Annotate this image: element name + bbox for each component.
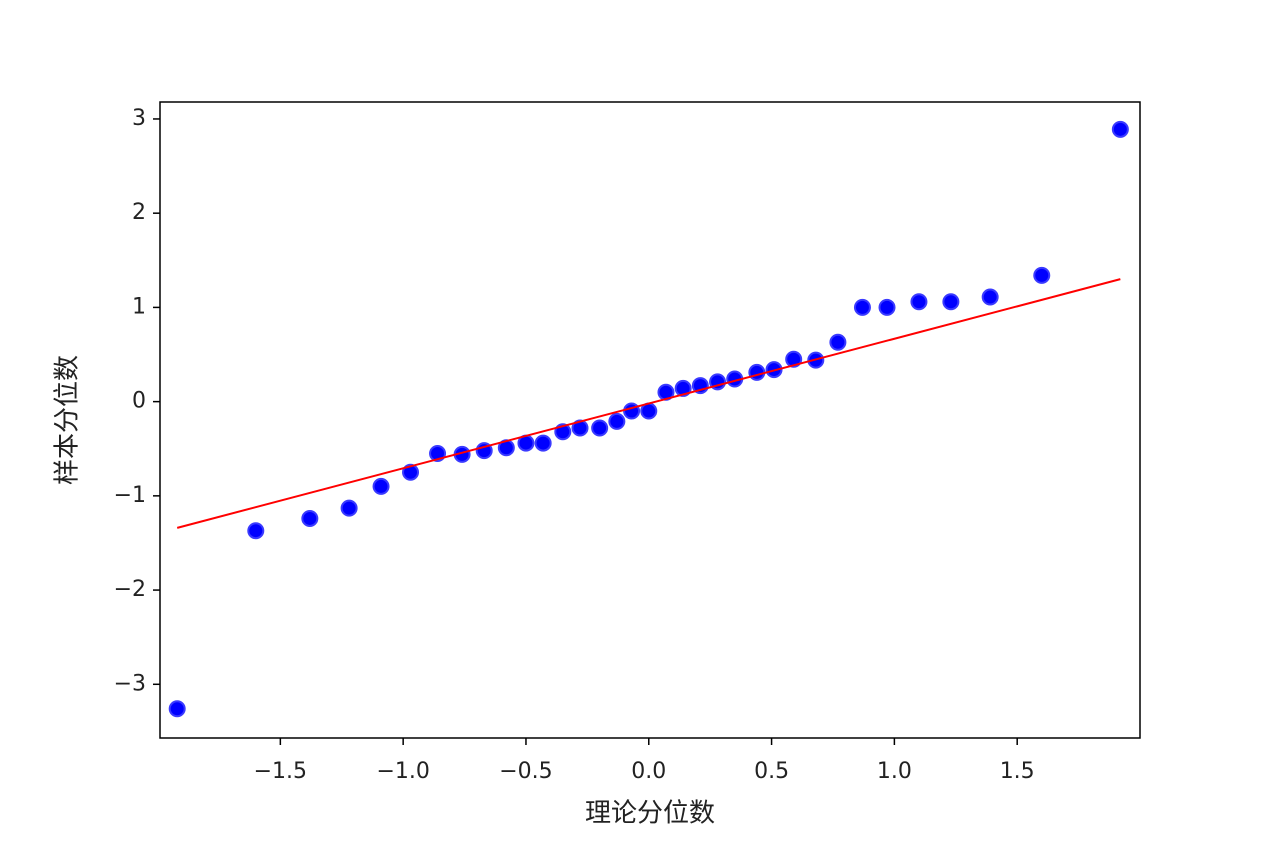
x-tick-label: −0.5	[499, 759, 552, 784]
point	[1033, 266, 1051, 284]
y-tick-label: 2	[132, 200, 146, 225]
y-tick-label: 3	[132, 106, 146, 131]
y-tick-label: −3	[114, 671, 146, 696]
point	[981, 288, 999, 306]
x-tick-label: 1.5	[1000, 759, 1035, 784]
point	[168, 700, 186, 718]
point	[1111, 120, 1129, 138]
point	[608, 412, 626, 430]
point	[402, 463, 420, 481]
y-tick-label: −1	[114, 483, 146, 508]
point	[247, 522, 265, 540]
point	[340, 499, 358, 517]
point	[748, 363, 766, 381]
point	[853, 298, 871, 316]
x-tick-label: 0.0	[631, 759, 666, 784]
point	[571, 419, 589, 437]
point	[591, 419, 609, 437]
y-axis-label: 样本分位数	[53, 355, 83, 485]
point	[534, 434, 552, 452]
y-tick-label: 1	[132, 294, 146, 319]
point	[372, 477, 390, 495]
x-tick-label: 1.0	[877, 759, 912, 784]
y-tick-label: 0	[132, 389, 146, 414]
y-tick-label: −2	[114, 577, 146, 602]
point	[942, 293, 960, 311]
point	[878, 298, 896, 316]
point	[301, 509, 319, 527]
x-tick-label: 0.5	[754, 759, 789, 784]
fit-line	[176, 278, 1121, 529]
x-axis-label: 理论分位数	[585, 799, 715, 829]
point	[785, 350, 803, 368]
point	[829, 333, 847, 351]
point	[910, 293, 928, 311]
x-tick-label: −1.0	[376, 759, 429, 784]
plot-frame	[159, 101, 1141, 739]
x-tick-label: −1.5	[254, 759, 307, 784]
point	[674, 379, 692, 397]
